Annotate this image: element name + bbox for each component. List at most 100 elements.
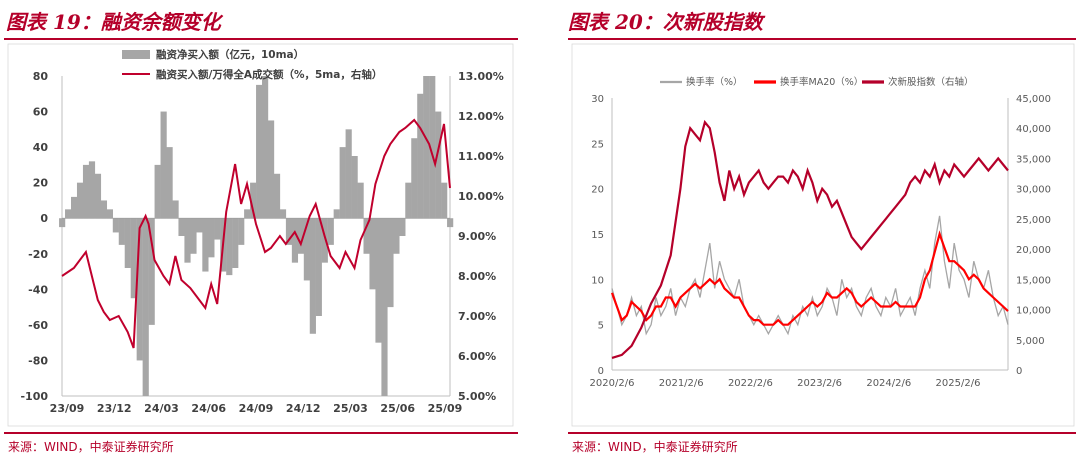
net-buy-bar	[423, 76, 430, 219]
net-buy-bar	[250, 182, 257, 219]
net-buy-bar	[118, 218, 125, 245]
y-left-tick-label: 40	[33, 141, 49, 154]
x-tick-label: 24/06	[191, 402, 226, 415]
net-buy-bar	[399, 218, 406, 236]
right-panel: 图表 20：次新股指数 30 25 20 15 10 5 0 45,000 40,000 35,0…	[540, 0, 1080, 461]
y-right-tick-label: 20,000	[1016, 245, 1051, 256]
net-buy-bar	[279, 209, 287, 219]
y-right-tick-label: 10.00%	[458, 190, 504, 203]
net-buy-bar	[303, 218, 310, 281]
legend-ratio-label: 融资买入额/万得全A成交额（%，5ma，右轴）	[156, 68, 382, 81]
net-buy-bar	[148, 218, 155, 325]
new-stock-index-line	[611, 119, 1009, 359]
net-buy-bar	[172, 200, 179, 219]
legend-turnover-label: 换手率（%）	[686, 76, 743, 88]
x-tick-label: 25/06	[380, 402, 415, 415]
net-buy-bar	[381, 218, 388, 396]
right-chart: 30 25 20 15 10 5 0 45,000 40,000 35,000 30,000 25,0…	[571, 43, 1075, 427]
legend-new-stock-index-label: 次新股指数（右轴）	[888, 76, 974, 88]
net-buy-bar	[124, 218, 131, 268]
x-tick-label: 25/09	[428, 402, 463, 415]
y-right-tick-label: 35,000	[1016, 154, 1051, 165]
y-right-tick-label: 0	[1016, 366, 1022, 377]
net-buy-bar	[154, 164, 161, 219]
y-right-tick-label: 5,000	[1016, 336, 1045, 347]
x-tick-label: 24/12	[286, 402, 321, 415]
right-title-rule	[568, 38, 1076, 40]
x-tick-label: 2022/2/6	[728, 378, 773, 389]
y-right-tick-label: 7.00%	[458, 310, 496, 323]
net-buy-bar	[238, 218, 245, 245]
net-buy-bar	[65, 209, 72, 219]
left-title-rule	[4, 38, 518, 40]
y-right-tick-label: 8.00%	[458, 270, 496, 283]
x-tick-label: 2021/2/6	[659, 378, 704, 389]
x-tick-label: 24/09	[239, 402, 274, 415]
y-left-tick-label: 20	[33, 177, 49, 190]
y-left-tick-label: -40	[28, 283, 48, 296]
net-buy-bar	[262, 76, 269, 219]
net-buy-bar	[214, 218, 221, 240]
turnover-ma20-line	[610, 230, 1009, 326]
net-buy-bar	[411, 138, 418, 219]
y-right-tick-label: 45,000	[1016, 94, 1051, 105]
net-buy-bar	[202, 218, 209, 272]
net-buy-bar	[256, 84, 263, 219]
net-buy-bar	[142, 218, 149, 396]
net-buy-bar	[166, 147, 173, 219]
legend-net-buy-label: 融资净买入额（亿元，10ma）	[156, 48, 304, 61]
net-buy-bar	[291, 218, 299, 263]
net-buy-bar	[88, 161, 96, 219]
net-buy-bar	[339, 147, 346, 219]
net-buy-bar	[184, 218, 191, 263]
y-right-tick-label: 13.00%	[458, 70, 504, 83]
y-right-tick-label: 15,000	[1016, 275, 1051, 286]
right-chart-title: 图表 20：次新股指数	[568, 10, 763, 34]
y-left-tick-label: 80	[33, 70, 49, 83]
net-buy-bar	[321, 218, 328, 263]
left-chart-title: 图表 19：融资余额变化	[6, 10, 221, 34]
y-left-tick-label: 20	[591, 185, 604, 196]
net-buy-bar	[59, 218, 66, 228]
y-left-tick-label: -20	[28, 248, 48, 261]
net-buy-bar	[441, 182, 448, 219]
net-buy-bar	[345, 129, 352, 219]
x-tick-label: 24/03	[144, 402, 179, 415]
right-plot-frame	[571, 43, 1075, 427]
net-buy-bar	[417, 93, 424, 219]
net-buy-bar	[369, 218, 376, 290]
y-left-tick-label: -80	[28, 354, 48, 367]
y-left-tick-label: -100	[20, 390, 48, 403]
net-buy-bar	[393, 218, 400, 254]
net-buy-bar	[297, 218, 305, 254]
net-buy-bar	[190, 218, 197, 254]
right-source-rule	[568, 432, 1076, 434]
x-tick-label: 23/12	[97, 402, 132, 415]
y-right-tick-label: 5.00%	[458, 390, 496, 403]
net-buy-bar	[273, 173, 281, 219]
y-right-tick-label: 40,000	[1016, 124, 1051, 135]
y-right-tick-label: 10,000	[1016, 306, 1051, 317]
x-tick-label: 2024/2/6	[866, 378, 911, 389]
net-buy-bar	[160, 111, 167, 219]
financing-ratio-line	[61, 118, 451, 349]
net-buy-bar	[70, 196, 78, 219]
y-left-tick-label: 30	[591, 94, 604, 105]
net-buy-bar	[94, 173, 102, 219]
y-left-tick-label: 0	[598, 366, 604, 377]
net-buy-bar	[100, 200, 108, 219]
net-buy-bar	[357, 182, 364, 219]
net-buy-bar	[315, 218, 322, 316]
net-buy-bar	[196, 218, 203, 233]
left-chart-source: 来源：WIND，中泰证券研究所	[8, 440, 174, 454]
legend-turnover-ma20-label: 换手率MA20（%）	[780, 76, 863, 88]
net-buy-bar	[112, 218, 119, 233]
net-buy-bar	[178, 218, 185, 236]
net-buy-bar	[208, 218, 215, 258]
net-buy-bar	[232, 218, 239, 268]
right-chart-source: 来源：WIND，中泰证券研究所	[572, 440, 738, 454]
left-panel: 图表 19：融资余额变化 80 60 40 20 0 -20 -40 -60 -80 -100 13…	[4, 10, 518, 454]
y-right-tick-label: 30,000	[1016, 185, 1051, 196]
y-left-tick-label: 15	[591, 230, 604, 241]
net-buy-bar	[429, 76, 436, 219]
